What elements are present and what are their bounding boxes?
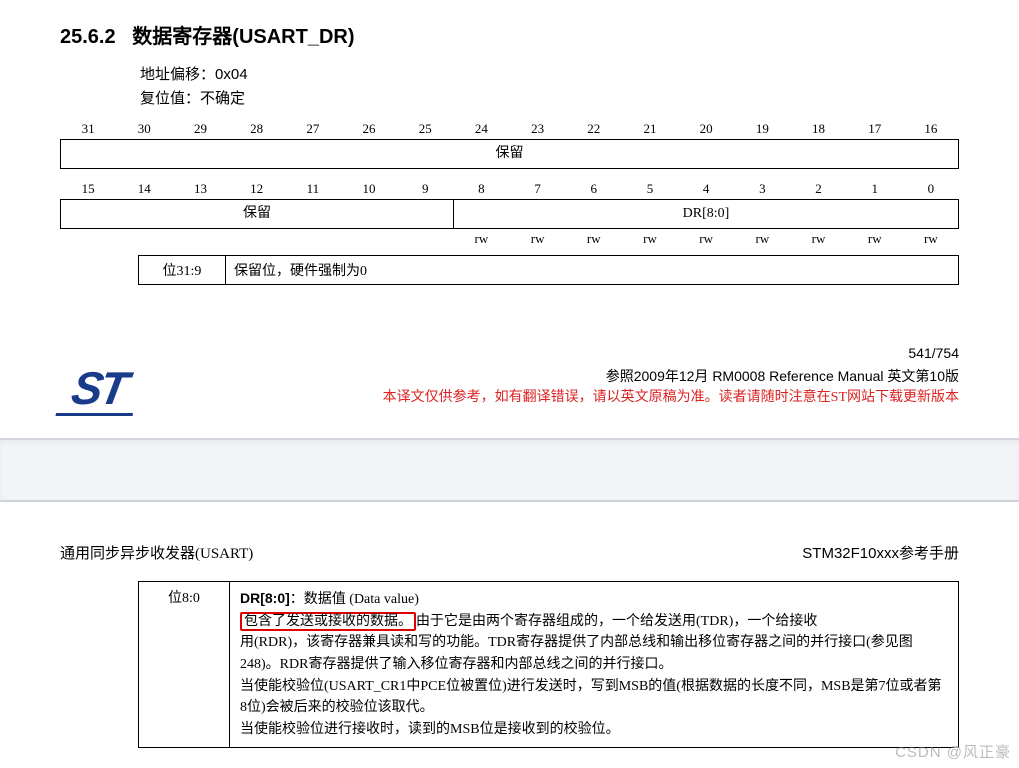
- section-title-en: (USART_DR): [232, 26, 354, 48]
- csdn-watermark: CSDN @风正豪: [895, 741, 1011, 762]
- page2-header-left: 通用同步异步收发器(USART): [60, 542, 253, 563]
- page-number: 541/754: [60, 345, 959, 361]
- bit-numbers-high: 31 30 29 28 27 26 25 24 23 22 21 20 19 1…: [60, 119, 959, 139]
- page-gap: [0, 438, 1019, 502]
- reserved-high-box: 保留: [60, 139, 959, 169]
- bit-desc-31-9: 保留位，硬件强制为0: [226, 256, 959, 285]
- bit-desc-table-2: 位8:0 DR[8:0]：数据值 (Data value) 包含了发送或接收的数…: [138, 581, 959, 748]
- section-heading: 25.6.2 数据寄存器(USART_DR): [60, 20, 959, 49]
- bit-numbers-low: 15 14 13 12 11 10 9 8 7 6 5 4 3 2 1 0: [60, 179, 959, 199]
- reserved-low-box: 保留: [60, 199, 453, 229]
- reset-value-line: 复位值：不确定: [140, 87, 959, 111]
- bit-range-8-0: 位8:0: [139, 582, 230, 748]
- footer-translation-note: 本译文仅供参考，如有翻译错误，请以英文原稿为准。读者请随时注意在ST网站下载更新…: [137, 387, 959, 409]
- low-field-row: 保留 DR[8:0]: [60, 199, 959, 229]
- section-number: 25.6.2: [60, 26, 116, 48]
- address-offset-line: 地址偏移：0x04: [140, 63, 959, 87]
- bit-desc-table-1: 位31:9 保留位，硬件强制为0: [138, 255, 959, 285]
- bit-desc-8-0: DR[8:0]：数据值 (Data value) 包含了发送或接收的数据。由于它…: [230, 582, 959, 748]
- bit-range-31-9: 位31:9: [139, 256, 226, 285]
- page2-header: 通用同步异步收发器(USART) STM32F10xxx参考手册: [60, 542, 959, 563]
- page2-header-right: STM32F10xxx参考手册: [802, 542, 959, 563]
- st-logo: ST: [56, 365, 142, 416]
- dr-field-box: DR[8:0]: [453, 199, 959, 229]
- highlighted-text: 包含了发送或接收的数据。: [240, 612, 416, 631]
- section-title-cn: 数据寄存器: [132, 26, 232, 48]
- rw-row: rw rw rw rw rw rw rw rw rw: [60, 231, 959, 247]
- footer-reference: 参照2009年12月 RM0008 Reference Manual 英文第10…: [137, 365, 959, 387]
